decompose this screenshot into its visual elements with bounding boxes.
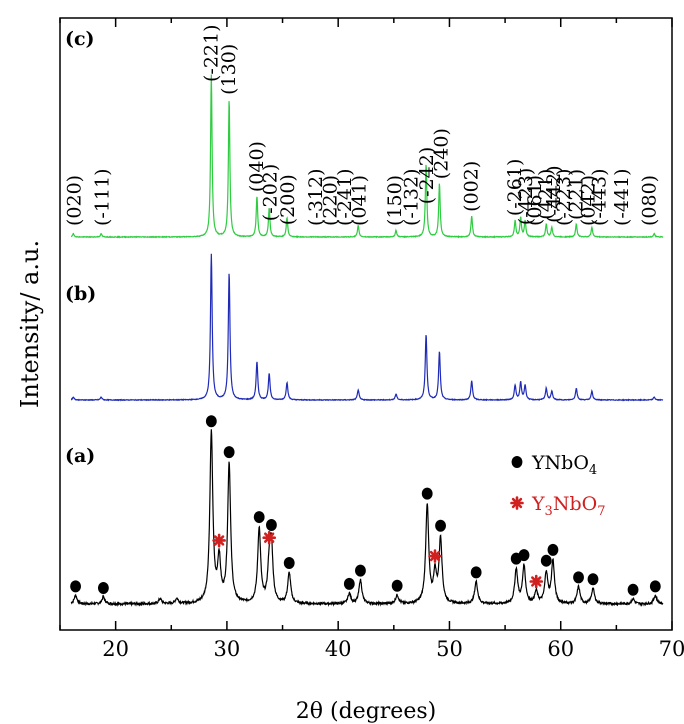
ynbo4-marker <box>435 519 446 532</box>
ynbo4-marker <box>518 549 530 562</box>
x-axis-label: 2θ (degrees) <box>296 699 436 724</box>
star-ray <box>531 576 542 587</box>
x-tick-label: 50 <box>436 637 463 661</box>
legend-ynbo4-marker <box>511 456 523 468</box>
ynbo4-marker <box>421 487 433 500</box>
panel-label-a: (a) <box>65 445 95 467</box>
miller-index-label: (150) <box>384 175 406 226</box>
legend-y3nbo7-part: 3 <box>545 504 553 519</box>
ynbo4-marker <box>253 511 265 524</box>
y3nbo7-marker <box>428 549 442 563</box>
ynbo4-marker <box>587 573 599 586</box>
miller-index-label: (-221) <box>200 24 222 82</box>
y3nbo7-marker <box>529 574 544 589</box>
ynbo4-marker <box>283 557 295 570</box>
series-layer <box>70 74 664 607</box>
star-ray <box>213 535 225 546</box>
legend-y3nbo7-part: NbO <box>553 493 597 515</box>
x-axis-ticks: 20 30 40 50 60 70 <box>59 18 684 661</box>
x-tick-label: 30 <box>214 637 241 661</box>
ynbo4-marker <box>391 579 403 592</box>
miller-index-label: (421) <box>535 169 557 220</box>
miller-index-labels: (020) (-111) (-221)(130) (040)(-202)(200) (-… <box>63 24 660 226</box>
y3nbo7-marker <box>212 533 226 548</box>
plot-frame <box>59 17 673 631</box>
miller-index-label: (-312) <box>305 168 327 226</box>
miller-index-label: (130) <box>218 44 240 95</box>
legend-y3nbo7-marker <box>510 496 524 510</box>
panel-labels: (a) (b) (c) <box>65 28 96 467</box>
miller-index-label: (-423) <box>515 168 537 226</box>
y3nbo7-marker <box>262 530 276 545</box>
miller-index-label: (-202) <box>259 164 281 222</box>
miller-index-label: (061) <box>524 175 546 226</box>
miller-index-label: (-441) <box>611 168 633 226</box>
miller-index-label: (221) <box>565 169 587 220</box>
ynbo4-marker <box>223 446 235 459</box>
ynbo4-marker <box>649 580 661 593</box>
miller-index-label: (080) <box>639 175 661 226</box>
x-tick-label: 70 <box>659 637 684 661</box>
x-tick-label: 60 <box>547 637 574 661</box>
miller-index-label: (-111) <box>91 168 113 226</box>
legend-ynbo4-sub: 4 <box>589 463 597 478</box>
ynbo4-marker <box>97 582 109 595</box>
miller-index-label: (020) <box>63 175 85 226</box>
legend-y3nbo7-label: Y3NbO7 <box>531 493 605 519</box>
miller-index-label: (-132) <box>401 168 423 226</box>
miller-index-label: (042) <box>578 175 600 226</box>
miller-index-label: (-223) <box>553 168 575 226</box>
miller-index-label: (002) <box>461 161 483 212</box>
star-ray <box>429 550 441 562</box>
ynbo4-marker <box>266 518 277 531</box>
miller-index-label: (220) <box>319 175 341 226</box>
ynbo4-marker <box>547 543 559 556</box>
miller-index-label: (-261) <box>504 159 526 217</box>
legend-ynbo4-label: YNbO4 <box>531 452 597 478</box>
series-line-b <box>70 253 664 402</box>
star-ray <box>264 532 275 543</box>
x-tick-label: 40 <box>325 637 352 661</box>
y-axis-label: Intensity/ a.u. <box>16 240 44 408</box>
ynbo4-marker <box>70 580 81 593</box>
series-line-a <box>70 429 664 607</box>
phase-markers <box>70 415 661 596</box>
panel-label-c: (c) <box>65 28 95 50</box>
miller-index-label: (200) <box>277 174 299 225</box>
legend-ynbo4-text: YNbO <box>531 452 589 474</box>
miller-index-label: (040) <box>246 141 268 192</box>
ynbo4-marker <box>573 571 584 584</box>
star-ray <box>511 497 523 509</box>
ynbo4-marker <box>540 554 552 567</box>
legend-y3nbo7-part: 7 <box>597 504 605 519</box>
ynbo4-marker <box>470 566 482 579</box>
x-tick-label: 20 <box>102 637 129 661</box>
ynbo4-marker <box>343 577 355 590</box>
miller-index-label: (240) <box>431 128 453 179</box>
miller-index-label: (041) <box>348 175 370 226</box>
miller-index-label: (-241) <box>334 168 356 226</box>
miller-index-label: (-242) <box>416 147 438 205</box>
legend-y3nbo7-part: Y <box>531 493 545 515</box>
miller-index-label: (-443) <box>589 168 611 226</box>
panel-label-b: (b) <box>65 283 96 305</box>
ynbo4-marker <box>205 415 217 428</box>
ynbo4-marker <box>355 564 366 577</box>
miller-index-label: (-442) <box>543 165 565 223</box>
series-line-c <box>70 74 664 239</box>
ynbo4-marker <box>627 583 639 596</box>
